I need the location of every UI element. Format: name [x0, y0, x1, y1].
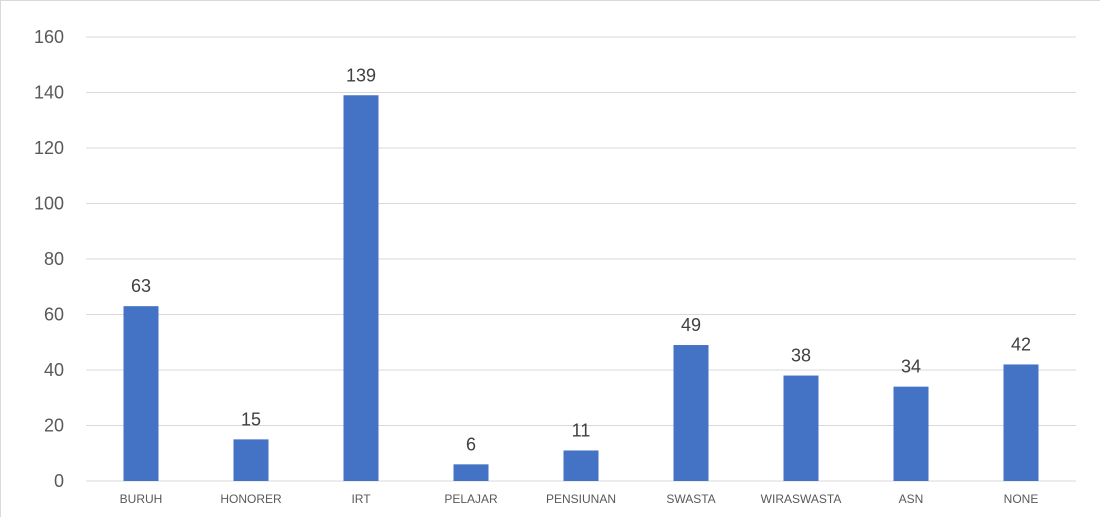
x-tick-label: SWASTA — [666, 492, 715, 506]
bar-wiraswasta — [783, 375, 819, 481]
y-tick-label: 140 — [34, 83, 64, 103]
bar-buruh — [123, 306, 159, 481]
data-label: 42 — [1011, 334, 1031, 354]
y-tick-label: 100 — [34, 194, 64, 214]
data-label: 11 — [572, 420, 591, 440]
data-labels: 63 15 139 6 11 49 38 34 42 — [131, 65, 1031, 454]
data-label: 15 — [241, 409, 261, 429]
bar-none — [1003, 364, 1039, 481]
y-tick-label: 40 — [44, 360, 64, 380]
x-tick-label: ASN — [899, 492, 924, 506]
x-axis: BURUH HONORER IRT PELAJAR PENSIUNAN SWASTA WIR… — [120, 492, 1039, 506]
x-tick-label: PELAJAR — [444, 492, 498, 506]
bar-honorer — [233, 439, 269, 481]
x-tick-label: NONE — [1004, 492, 1039, 506]
x-tick-label: WIRASWASTA — [761, 492, 842, 506]
y-tick-label: 120 — [34, 138, 64, 158]
bar-pelajar — [453, 464, 489, 481]
x-tick-label: BURUH — [120, 492, 163, 506]
data-label: 34 — [901, 357, 921, 377]
x-tick-label: PENSIUNAN — [546, 492, 616, 506]
x-tick-label: HONORER — [220, 492, 282, 506]
bar-irt — [343, 95, 379, 482]
y-tick-label: 20 — [44, 416, 64, 436]
data-label: 38 — [791, 346, 811, 366]
gridlines — [86, 36, 1076, 482]
y-tick-label: 160 — [34, 27, 64, 47]
data-label: 139 — [346, 65, 376, 85]
y-tick-label: 0 — [54, 471, 64, 491]
bar-asn — [893, 386, 929, 481]
data-label: 49 — [681, 315, 701, 335]
data-label: 6 — [466, 434, 476, 454]
data-label: 63 — [131, 276, 151, 296]
y-axis: 0 20 40 60 80 100 120 140 160 — [34, 27, 64, 491]
x-tick-label: IRT — [351, 492, 371, 506]
bars — [123, 95, 1039, 482]
bar-pensiunan — [563, 450, 599, 481]
y-tick-label: 60 — [44, 305, 64, 325]
bar-swasta — [673, 345, 709, 481]
y-tick-label: 80 — [44, 249, 64, 269]
